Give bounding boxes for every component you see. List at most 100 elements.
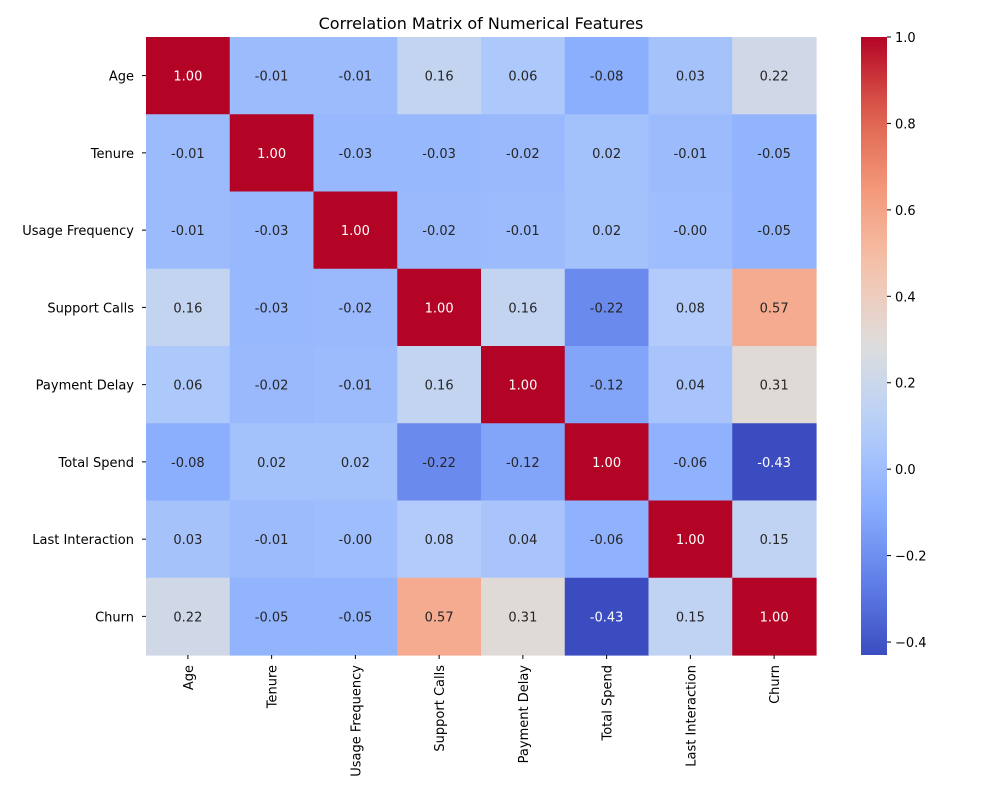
heatmap-cell bbox=[146, 500, 231, 579]
cell-value-label: -0.01 bbox=[339, 379, 373, 394]
heatmap-cell bbox=[146, 114, 231, 193]
heatmap-cell bbox=[648, 423, 733, 502]
heatmap-cell bbox=[648, 191, 733, 270]
heatmap-cell bbox=[732, 577, 817, 656]
cell-value-label: -0.02 bbox=[422, 224, 456, 239]
heatmap-cell bbox=[146, 37, 231, 115]
cell-value-label: -0.43 bbox=[590, 610, 624, 625]
heatmap-cell bbox=[648, 577, 733, 656]
heatmap-cell bbox=[732, 37, 817, 115]
cell-value-label: -0.00 bbox=[339, 533, 373, 548]
heatmap-cell bbox=[397, 37, 482, 115]
colorbar-tick-label: 0.0 bbox=[895, 463, 916, 478]
heatmap-cell bbox=[229, 268, 315, 347]
cell-value-label: -0.01 bbox=[506, 224, 540, 239]
cell-value-label: -0.01 bbox=[674, 147, 708, 162]
cell-value-label: -0.02 bbox=[506, 147, 540, 162]
heatmap-cell bbox=[648, 500, 733, 579]
heatmap-cell bbox=[397, 577, 482, 656]
chart-title: Correlation Matrix of Numerical Features bbox=[319, 14, 644, 33]
heatmap-cell bbox=[481, 577, 566, 656]
cell-value-label: 0.22 bbox=[173, 610, 202, 625]
cell-value-label: -0.12 bbox=[506, 456, 540, 471]
cell-value-label: 1.00 bbox=[508, 379, 537, 394]
heatmap-cell bbox=[146, 423, 231, 502]
cell-value-label: 0.31 bbox=[760, 379, 789, 394]
heatmap-cell bbox=[397, 268, 482, 347]
cell-value-label: 0.02 bbox=[341, 456, 370, 471]
cell-value-label: -0.03 bbox=[339, 147, 373, 162]
heatmap-cell bbox=[564, 423, 650, 502]
heatmap-cell bbox=[229, 346, 315, 424]
cell-value-label: 1.00 bbox=[173, 70, 202, 85]
cell-value-label: 0.06 bbox=[508, 70, 537, 85]
heatmap-cell bbox=[481, 346, 566, 424]
heatmap-cell bbox=[146, 191, 231, 270]
cell-value-label: -0.02 bbox=[255, 379, 289, 394]
heatmap-cell bbox=[732, 423, 817, 502]
cell-value-label: 0.16 bbox=[425, 379, 454, 394]
y-tick-label: Total Spend bbox=[58, 456, 135, 471]
heatmap-cell bbox=[732, 191, 817, 270]
cell-value-label: -0.01 bbox=[171, 147, 205, 162]
y-tick-label: Tenure bbox=[90, 147, 134, 162]
cell-value-label: -0.01 bbox=[255, 70, 289, 85]
cell-value-label: -0.01 bbox=[255, 533, 289, 548]
heatmap-cell bbox=[648, 114, 733, 193]
cell-value-label: 0.31 bbox=[508, 610, 537, 625]
cell-value-label: 0.03 bbox=[173, 533, 202, 548]
heatmap-cell bbox=[564, 500, 650, 579]
heatmap-cell bbox=[397, 500, 482, 579]
cell-value-label: 1.00 bbox=[425, 301, 454, 316]
heatmap-cell bbox=[481, 423, 566, 502]
heatmap-cell bbox=[481, 268, 566, 347]
y-tick-label: Last Interaction bbox=[32, 533, 134, 548]
colorbar-tick-label: −0.4 bbox=[895, 636, 927, 651]
cell-value-label: -0.08 bbox=[590, 70, 624, 85]
colorbar-tick-label: −0.2 bbox=[895, 550, 927, 565]
heatmap-cell bbox=[313, 191, 398, 270]
cell-value-label: 0.03 bbox=[676, 70, 705, 85]
heatmap-cell bbox=[229, 577, 315, 656]
y-axis-labels: Age Tenure Usage Frequency Support Calls Pay… bbox=[22, 70, 146, 625]
cell-value-label: 0.22 bbox=[760, 70, 789, 85]
x-axis-labels: Age Tenure Usage Frequency Support Calls Pay… bbox=[182, 655, 783, 777]
cell-value-label: -0.03 bbox=[255, 224, 289, 239]
heatmap-cell bbox=[564, 346, 650, 424]
x-tick-label: Total Spend bbox=[601, 665, 616, 742]
cell-value-label: 0.57 bbox=[425, 610, 454, 625]
x-tick-label: Usage Frequency bbox=[349, 665, 364, 777]
cell-value-label: 0.04 bbox=[508, 533, 537, 548]
heatmap-cell bbox=[564, 191, 650, 270]
cell-value-label: -0.06 bbox=[674, 456, 708, 471]
x-tick-label: Last Interaction bbox=[684, 665, 699, 767]
heatmap-cell bbox=[313, 268, 398, 347]
heatmap-cell bbox=[313, 423, 398, 502]
heatmap-cell bbox=[481, 37, 566, 115]
heatmap-cell bbox=[564, 37, 650, 115]
cell-value-label: -0.01 bbox=[339, 70, 373, 85]
colorbar-tick-label: 0.8 bbox=[895, 117, 916, 132]
heatmap-cell bbox=[313, 37, 398, 115]
cell-value-label: 1.00 bbox=[592, 456, 621, 471]
x-tick-label: Age bbox=[182, 665, 197, 690]
cell-value-label: 0.16 bbox=[173, 301, 202, 316]
y-tick-label: Payment Delay bbox=[36, 379, 135, 394]
cell-value-label: -0.05 bbox=[339, 610, 373, 625]
heatmap-cell bbox=[229, 114, 315, 193]
heatmap-cell bbox=[564, 114, 650, 193]
cell-value-label: 0.02 bbox=[592, 224, 621, 239]
heatmap-cell bbox=[564, 577, 650, 656]
heatmap-cell bbox=[146, 346, 231, 424]
heatmap-cell bbox=[146, 577, 231, 656]
cell-value-label: -0.06 bbox=[590, 533, 624, 548]
heatmap-cell bbox=[732, 346, 817, 424]
heatmap-cell bbox=[146, 268, 231, 347]
colorbar-tick-label: 0.6 bbox=[895, 204, 916, 219]
x-tick-label: Payment Delay bbox=[517, 665, 532, 764]
cell-value-label: 0.15 bbox=[676, 610, 705, 625]
heatmap-cell bbox=[481, 191, 566, 270]
cell-value-label: 0.08 bbox=[425, 533, 454, 548]
heatmap-cell bbox=[732, 114, 817, 193]
y-tick-label: Usage Frequency bbox=[22, 224, 134, 239]
